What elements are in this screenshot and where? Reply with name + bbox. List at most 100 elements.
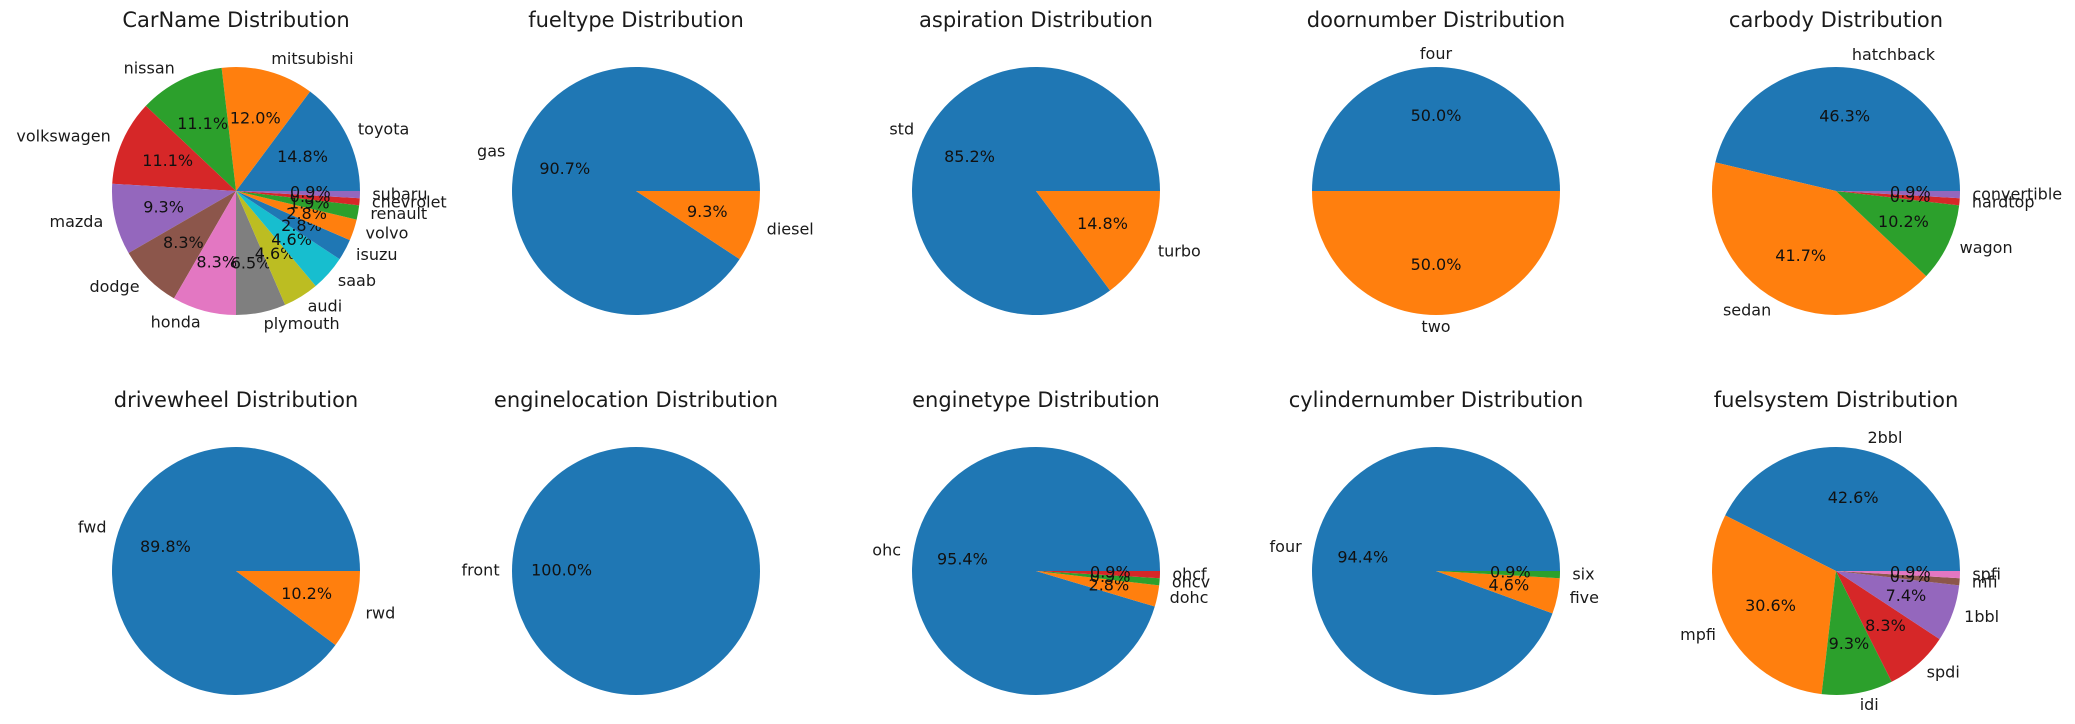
slice-percent-gas: 90.7% — [539, 159, 590, 178]
chart-title: cylindernumber Distribution — [1289, 388, 1584, 412]
slice-label-hardtop: hardtop — [1972, 192, 2035, 211]
slice-label-honda: honda — [151, 312, 201, 331]
chart-title: enginelocation Distribution — [494, 388, 778, 412]
slice-label-std: std — [889, 119, 914, 138]
slice-ohcv — [1036, 571, 1160, 586]
chart-title: CarName Distribution — [122, 8, 349, 32]
chart-title: carbody Distribution — [1729, 8, 1943, 32]
slice-percent-turbo: 14.8% — [1077, 214, 1128, 233]
slice-label-turbo: turbo — [1158, 242, 1201, 261]
slice-volkswagen — [112, 105, 236, 191]
slice-mfi — [1836, 571, 1960, 586]
slice-idi — [1821, 571, 1892, 695]
slice-std — [912, 66, 1160, 315]
slice-label-spdi: spdi — [1927, 662, 1960, 681]
slice-toyota — [236, 91, 360, 191]
slice-percent-honda: 8.3% — [196, 252, 237, 271]
slice-label-gas: gas — [477, 141, 505, 160]
slice-label-volkswagen: volkswagen — [16, 126, 110, 145]
slice-label-ohcv: ohcv — [1172, 572, 1210, 591]
slice-mitsubishi — [221, 67, 311, 191]
slice-label-saab: saab — [338, 271, 376, 290]
slice-percent-six: 0.9% — [1490, 563, 1531, 582]
pie-carname: CarName Distribution toyota 14.8% mitsubish… — [16, 8, 446, 333]
slice-six — [1436, 571, 1560, 579]
slice-spfi — [1836, 571, 1960, 579]
slice-percent-mazda: 9.3% — [143, 198, 184, 217]
slice-label-hatchback: hatchback — [1852, 45, 1936, 64]
slice-percent-1bbl: 7.4% — [1886, 586, 1927, 605]
slice-chevrolet — [236, 191, 360, 206]
pie-fuelsystem: fuelsystem Distribution 2bbl 42.6% mpfi 30.6… — [1680, 388, 2001, 714]
slice-mpfi — [1712, 515, 1836, 695]
slice-2bbl — [1725, 447, 1960, 571]
slice-saab — [236, 191, 340, 286]
slice-percent-convertible: 0.9% — [1890, 183, 1931, 202]
slice-ohcf — [1036, 571, 1160, 579]
slice-label-mfi: mfi — [1972, 572, 1998, 591]
slice-label-nissan: nissan — [124, 59, 175, 78]
slice-percent-wagon: 10.2% — [1878, 212, 1929, 231]
slice-renault — [236, 191, 360, 220]
slice-label-subaru: subaru — [372, 184, 427, 203]
slice-two — [1312, 191, 1560, 315]
slice-mazda — [111, 183, 236, 253]
slice-percent-toyota: 14.8% — [277, 147, 328, 166]
slice-percent-hatchback: 46.3% — [1819, 107, 1870, 126]
pie-enginelocation: enginelocation Distribution front 100.0% — [462, 388, 778, 695]
slice-percent-nissan: 11.1% — [177, 114, 228, 133]
pie-aspiration: aspiration Distribution std 85.2% turbo 14.8… — [889, 8, 1201, 315]
pie-carbody: carbody Distribution hatchback 46.3% sedan 4… — [1711, 8, 2062, 320]
slice-percent-saab: 4.6% — [271, 230, 312, 249]
slice-label-sedan: sedan — [1723, 301, 1771, 320]
slice-subaru — [236, 191, 360, 199]
slice-percent-ohc: 95.4% — [937, 550, 988, 569]
slice-percent-volkswagen: 11.1% — [142, 151, 193, 170]
chart-title: enginetype Distribution — [912, 388, 1160, 412]
slice-label-isuzu: isuzu — [356, 245, 397, 264]
slice-dohc — [1036, 571, 1160, 607]
slice-gas — [511, 67, 760, 316]
pie-doornumber: doornumber Distribution four 50.0% two 50.0% — [1307, 8, 1565, 336]
slice-label-spfi: spfi — [1972, 564, 2001, 583]
slice-percent-ohcf: 0.9% — [1090, 563, 1131, 582]
slice-label-wagon: wagon — [1960, 238, 2013, 257]
slice-volvo — [236, 191, 357, 241]
slice-percent-five: 4.6% — [1489, 576, 1530, 595]
slice-label-ohcf: ohcf — [1172, 564, 1207, 583]
slice-percent-spfi: 0.9% — [1890, 563, 1931, 582]
slice-label-chevrolet: chevrolet — [372, 192, 447, 211]
slice-front — [512, 447, 760, 695]
chart-title: fueltype Distribution — [528, 8, 744, 32]
slice-four — [1311, 446, 1560, 695]
slice-percent-idi: 9.3% — [1829, 634, 1870, 653]
slice-plymouth — [236, 191, 286, 315]
slice-audi — [236, 191, 316, 305]
chart-title: fuelsystem Distribution — [1714, 388, 1959, 412]
slice-label-volvo: volvo — [365, 223, 408, 242]
slice-label-1bbl: 1bbl — [1964, 607, 1999, 626]
slice-isuzu — [236, 191, 350, 260]
slice-fwd — [111, 446, 360, 695]
slice-five — [1436, 571, 1560, 614]
slice-label-mazda: mazda — [50, 212, 104, 231]
slice-diesel — [636, 191, 760, 260]
slice-percent-diesel: 9.3% — [687, 202, 728, 221]
pie-drivewheel: drivewheel Distribution fwd 89.8% rwd 10.2% — [78, 388, 395, 695]
slice-percent-front: 100.0% — [531, 561, 592, 580]
slice-label-dodge: dodge — [89, 277, 139, 296]
slice-label-dohc: dohc — [1170, 588, 1209, 607]
slice-percent-plymouth: 6.5% — [231, 253, 272, 272]
slice-label-audi: audi — [308, 297, 343, 316]
slice-percent-rwd: 10.2% — [281, 584, 332, 603]
slice-percent-mitsubishi: 12.0% — [230, 109, 281, 128]
slice-percent-sedan: 41.7% — [1775, 246, 1826, 265]
slice-label-plymouth: plymouth — [264, 314, 340, 333]
slice-label-four: four — [1420, 44, 1453, 63]
slice-label-four: four — [1270, 537, 1303, 556]
slice-label-six: six — [1572, 564, 1594, 583]
slice-label-two: two — [1421, 317, 1450, 336]
slice-spdi — [1836, 571, 1940, 682]
slice-percent-two: 50.0% — [1411, 255, 1462, 274]
